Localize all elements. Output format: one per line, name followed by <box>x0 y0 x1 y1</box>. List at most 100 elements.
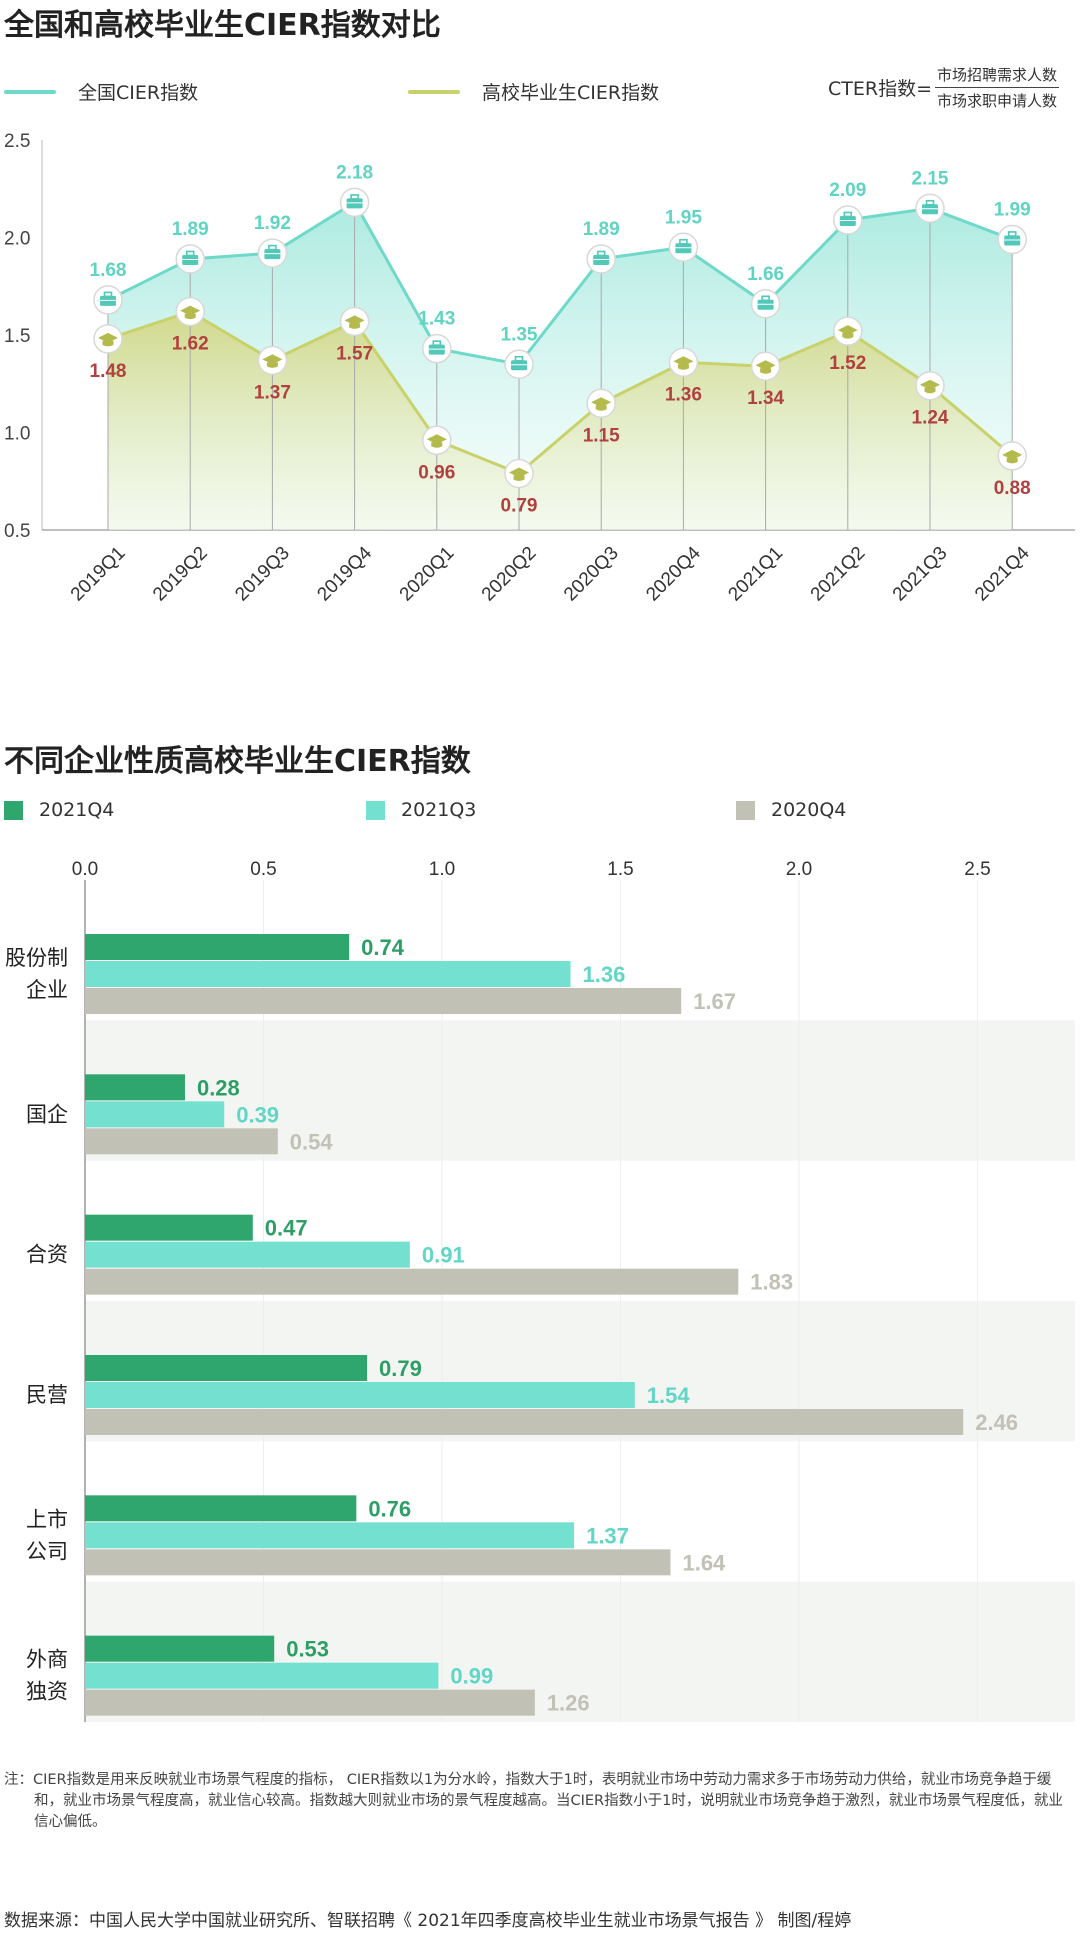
legend-national: 全国CIER指数 <box>4 78 198 105</box>
briefcase-icon <box>422 333 452 364</box>
bar-value-label: 0.28 <box>197 1075 240 1100</box>
bar-2021q3 <box>85 1662 439 1689</box>
briefcase-icon <box>93 285 123 315</box>
y-tick-label: 2.0 <box>4 229 30 250</box>
bar-2021q3 <box>85 1101 225 1128</box>
chart2-title: 不同企业性质高校毕业生CIER指数 <box>4 744 471 779</box>
bar-2020q4 <box>85 1549 671 1576</box>
legend-2021q3: 2021Q3 <box>366 799 476 821</box>
graduate-data-label: 1.57 <box>336 343 373 364</box>
graduate-data-label: 1.15 <box>583 425 620 446</box>
bar-value-label: 0.91 <box>422 1243 465 1268</box>
briefcase-icon <box>586 244 616 274</box>
graduate-data-label: 1.36 <box>665 384 702 405</box>
briefcase-icon <box>915 193 945 223</box>
formula-fraction: 市场招聘需求人数 市场求职申请人数 <box>935 64 1060 111</box>
bar-value-label: 0.76 <box>368 1496 411 1521</box>
bar-2021q4 <box>85 934 350 960</box>
graduate-series-line <box>107 309 1014 476</box>
national-data-label: 1.89 <box>172 219 209 240</box>
bar-2021q4 <box>85 1495 357 1522</box>
footnote: 注：CIER指数是用来反映就业市场景气程度的指标， CIER指数以1为分水岭，指… <box>4 1772 1063 1830</box>
bar-2021q3 <box>85 1382 635 1408</box>
graduation-cap-icon <box>750 351 781 381</box>
legend-graduate: 高校毕业生CIER指数 <box>408 78 659 105</box>
national-data-label: 1.35 <box>501 324 538 345</box>
category-label: 公司 <box>26 1539 68 1563</box>
x-tick-label: 1.5 <box>607 859 633 880</box>
data-source: 数据来源：中国人民大学中国就业研究所、智联招聘《 2021年四季度高校毕业生就业… <box>4 1911 852 1931</box>
graduation-cap-icon <box>339 306 370 337</box>
bar-value-label: 1.54 <box>647 1383 691 1408</box>
briefcase-icon <box>504 349 534 379</box>
legend-national-swatch <box>4 89 56 94</box>
legend-2020q4: 2020Q4 <box>736 799 846 821</box>
category-label: 股份制 <box>5 946 68 970</box>
briefcase-icon <box>175 244 205 274</box>
graduation-cap-icon <box>422 425 452 456</box>
national-data-label: 1.68 <box>90 260 127 281</box>
category-label: 民营 <box>26 1383 68 1407</box>
bar-value-label: 1.26 <box>547 1691 590 1716</box>
bar-value-label: 1.36 <box>583 962 626 987</box>
bar-2021q4 <box>85 1074 185 1101</box>
bar-2021q3 <box>85 1241 410 1268</box>
national-data-label: 2.09 <box>829 180 866 201</box>
graduation-cap-icon <box>257 345 288 376</box>
graduate-data-label: 0.96 <box>418 462 455 483</box>
legend-national-label: 全国CIER指数 <box>78 82 199 104</box>
legend-2021q4-label: 2021Q4 <box>39 799 115 821</box>
bar-2021q3 <box>85 961 571 987</box>
briefcase-icon <box>257 238 288 268</box>
formula-numerator: 市场招聘需求人数 <box>935 64 1060 88</box>
cier-formula: CTER指数= 市场招聘需求人数 市场求职申请人数 <box>828 64 1060 111</box>
national-data-label: 1.99 <box>994 199 1031 220</box>
category-label: 上市 <box>26 1507 68 1531</box>
bar-2020q4 <box>85 1268 739 1295</box>
national-data-label: 1.66 <box>747 264 784 285</box>
graduate-data-label: 1.24 <box>912 408 949 429</box>
briefcase-icon <box>997 224 1027 255</box>
briefcase-icon <box>833 205 863 235</box>
graduation-cap-icon <box>668 347 699 378</box>
national-data-label: 2.15 <box>912 168 949 189</box>
bar-value-label: 0.39 <box>236 1102 279 1127</box>
bar-2021q4 <box>85 1214 253 1241</box>
national-data-label: 1.95 <box>665 207 702 228</box>
x-tick-label: 2.0 <box>786 859 812 880</box>
legend-2021q4-swatch <box>4 800 23 820</box>
briefcase-icon <box>750 289 781 319</box>
category-label: 企业 <box>26 978 68 1002</box>
briefcase-icon <box>339 187 370 218</box>
formula-prefix: CTER指数= <box>828 78 932 100</box>
category-label: 国企 <box>26 1102 68 1126</box>
x-tick-label: 0.5 <box>250 859 276 880</box>
graduate-data-label: 1.52 <box>829 353 866 374</box>
formula-denominator: 市场求职申请人数 <box>937 92 1058 110</box>
graduate-area <box>108 311 1013 530</box>
y-tick-label: 2.5 <box>4 131 30 152</box>
x-tick-label: 1.0 <box>429 859 455 880</box>
legend-2021q3-label: 2021Q3 <box>401 799 477 821</box>
y-tick-label: 1.5 <box>4 326 30 347</box>
y-tick-label: 1.0 <box>4 424 30 445</box>
bar-2020q4 <box>85 1409 964 1435</box>
graduation-cap-icon <box>915 370 945 401</box>
bar-value-label: 0.99 <box>450 1664 493 1689</box>
bar-2021q4 <box>85 1355 368 1381</box>
bar-value-label: 1.83 <box>750 1270 793 1295</box>
category-label: 独资 <box>26 1680 68 1704</box>
national-data-label: 1.43 <box>418 309 455 330</box>
graduate-data-label: 0.79 <box>501 495 538 516</box>
bar-value-label: 0.53 <box>286 1637 329 1662</box>
bar-2020q4 <box>85 1689 535 1716</box>
graduate-data-label: 0.88 <box>994 478 1031 499</box>
bar-value-label: 1.64 <box>682 1550 726 1575</box>
graduation-cap-icon <box>586 388 616 418</box>
graduation-cap-icon <box>175 296 205 327</box>
chart1-title: 全国和高校毕业生CIER指数对比 <box>4 8 441 43</box>
line-chart: 0.5 1.0 1.5 2.0 2.5 1.68 1.89 1.92 2.18 1.43 1.35 1… <box>4 131 1075 605</box>
graduation-cap-icon <box>833 316 863 346</box>
graduate-data-label: 1.48 <box>90 361 127 382</box>
